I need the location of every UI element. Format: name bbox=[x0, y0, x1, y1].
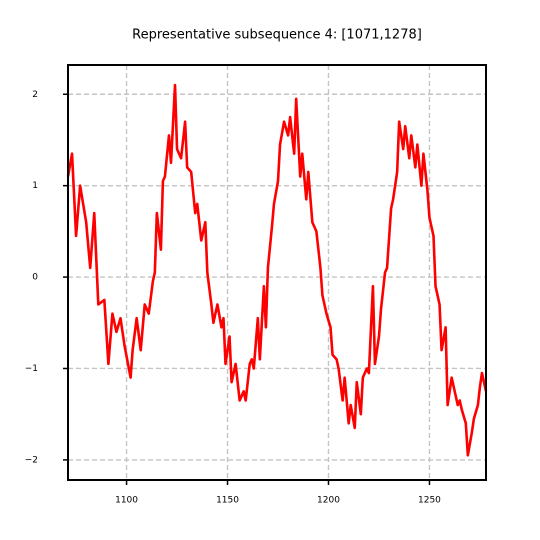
y-tick-label: −1 bbox=[25, 364, 38, 374]
x-tick-label: 1200 bbox=[317, 496, 340, 506]
x-tick-label: 1150 bbox=[216, 496, 239, 506]
y-tick-label: 0 bbox=[32, 273, 38, 283]
y-tick-label: 1 bbox=[32, 181, 38, 191]
y-tick-label: −2 bbox=[25, 455, 38, 465]
data-line bbox=[66, 83, 488, 457]
plot-frame bbox=[67, 64, 487, 481]
chart-title: Representative subsequence 4: [1071,1278… bbox=[132, 28, 422, 43]
y-tick-label: 2 bbox=[32, 90, 38, 100]
x-tick-label: 1250 bbox=[418, 496, 441, 506]
x-tick-label: 1100 bbox=[115, 496, 138, 506]
